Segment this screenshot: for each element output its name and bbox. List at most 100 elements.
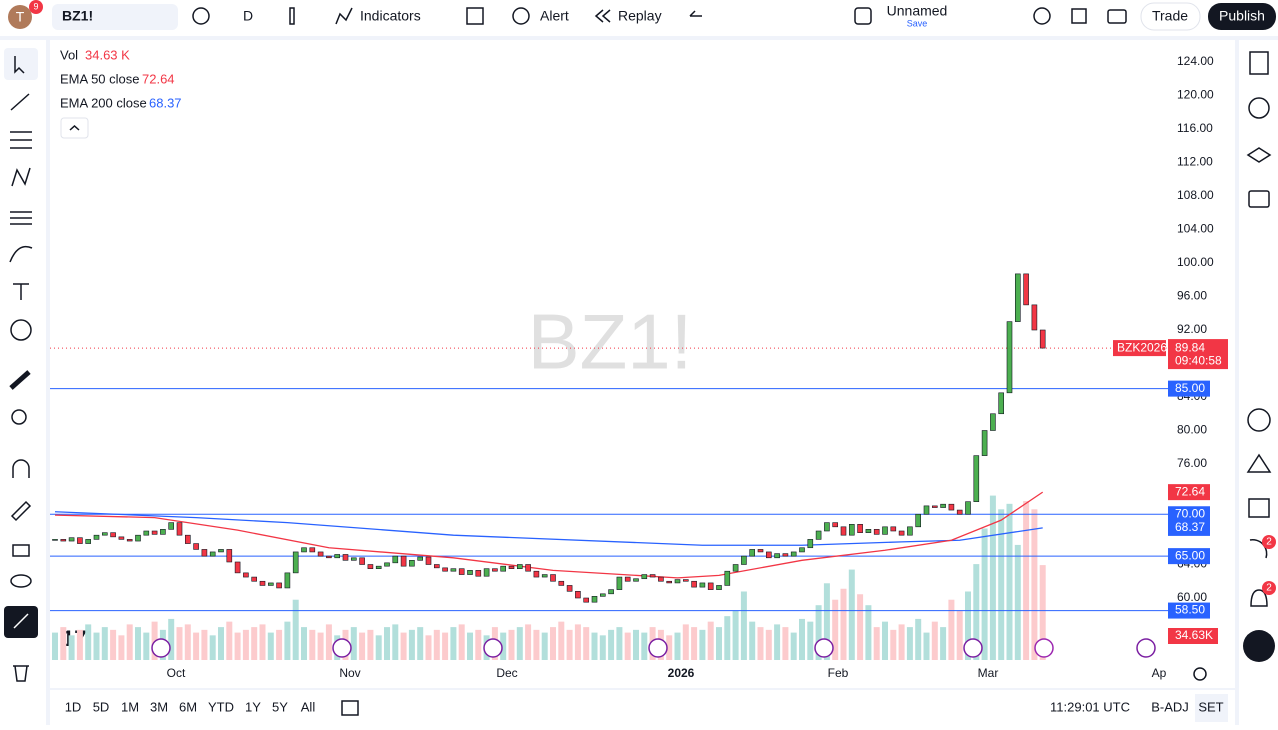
candle	[799, 547, 805, 553]
adjust[interactable]: B-ADJ	[1151, 699, 1189, 714]
volume-bar	[998, 509, 1005, 660]
candle	[433, 564, 440, 569]
ema50-line	[54, 491, 1044, 579]
fib-tool[interactable]	[10, 131, 32, 149]
templates-icon[interactable]	[466, 7, 484, 25]
candle	[160, 529, 166, 535]
y-tick-label: 124.00	[1177, 54, 1214, 68]
alert-icon[interactable]	[512, 7, 530, 25]
price-tag	[1168, 339, 1228, 370]
settings-icon[interactable]	[1033, 7, 1051, 25]
candle	[716, 585, 722, 590]
volume-bar	[608, 629, 615, 660]
calendar-icon[interactable]	[1248, 498, 1270, 518]
draw-mode-tool[interactable]	[10, 500, 32, 522]
candle	[525, 564, 531, 572]
candle	[658, 576, 664, 582]
notifications-icon[interactable]	[1250, 589, 1268, 607]
legend-vol-value: 34.63 K	[85, 47, 130, 62]
publish: Publish	[1219, 8, 1265, 24]
forecast-tool[interactable]	[10, 211, 32, 225]
volume-bar	[516, 627, 523, 660]
price-tag	[1168, 380, 1210, 397]
cursor-tool[interactable]	[4, 48, 38, 80]
legend-ema50: EMA 50 close	[60, 71, 140, 86]
badge-count: 9	[33, 1, 38, 11]
volume-bar	[674, 632, 681, 660]
layout-icon[interactable]	[854, 7, 872, 25]
text-tool[interactable]	[13, 283, 29, 300]
publish-button[interactable]	[1208, 3, 1276, 30]
range-button[interactable]: 3M	[150, 699, 168, 714]
layout-save[interactable]: Save	[907, 18, 928, 28]
collapse-legend[interactable]	[60, 117, 89, 139]
chat-icon[interactable]	[1248, 190, 1270, 208]
candle	[583, 597, 590, 603]
pattern-tool[interactable]	[11, 167, 31, 187]
undo[interactable]	[689, 10, 702, 17]
replay[interactable]: Replay	[618, 8, 662, 24]
range-button[interactable]: 1D	[65, 699, 82, 714]
avatar[interactable]	[8, 5, 32, 29]
brush-tool[interactable]	[9, 245, 33, 263]
range-button[interactable]: All	[301, 699, 316, 714]
apps-button[interactable]	[1243, 630, 1275, 662]
candle	[898, 530, 905, 536]
magnet-tool[interactable]	[12, 459, 30, 478]
price-tag-label: 72.64	[1175, 484, 1205, 498]
range-button[interactable]: 5D	[93, 699, 110, 714]
chart-type-icon[interactable]	[289, 7, 295, 25]
volume-bar	[193, 632, 200, 660]
trend-line-tool[interactable]	[10, 93, 30, 111]
fullscreen-icon[interactable]	[1071, 8, 1087, 24]
range-button[interactable]: 6M	[179, 699, 197, 714]
volume-bar	[923, 632, 930, 660]
emoji-tool[interactable]	[10, 319, 32, 341]
volume-bar	[566, 629, 573, 660]
symbol-search[interactable]	[52, 4, 178, 30]
range-button[interactable]: 1M	[121, 699, 139, 714]
range-button[interactable]: YTD	[208, 699, 234, 714]
volume-bar	[857, 594, 864, 660]
trade-button[interactable]	[1140, 2, 1201, 31]
range-button[interactable]: 1Y	[245, 699, 261, 714]
date-range-icon[interactable]	[341, 700, 359, 716]
alert[interactable]: Alert	[540, 8, 569, 24]
volume-bar	[1006, 503, 1013, 660]
x-tick-label: Feb	[828, 666, 849, 680]
ruler-tool[interactable]	[9, 370, 31, 390]
watchlist-icon[interactable]	[1249, 51, 1269, 75]
snapshot-icon[interactable]	[1107, 9, 1127, 24]
candle	[724, 570, 731, 586]
volume-bar	[591, 632, 598, 660]
candle	[873, 529, 880, 535]
interval[interactable]: D	[243, 8, 253, 24]
replay-icon[interactable]	[594, 9, 611, 23]
axis-settings[interactable]	[1193, 667, 1207, 681]
volume-bar	[218, 627, 224, 660]
candle	[251, 576, 257, 582]
volume-bar	[799, 618, 805, 660]
indicators-icon[interactable]	[335, 7, 353, 25]
target-icon[interactable]	[1247, 408, 1271, 432]
lock-tool[interactable]	[12, 544, 30, 557]
trash-tool[interactable]	[13, 665, 29, 682]
event-marker	[151, 638, 171, 658]
compare-icon[interactable]	[192, 7, 210, 25]
ideas-icon[interactable]	[1246, 453, 1272, 473]
alerts-icon[interactable]	[1248, 97, 1270, 119]
layout-name[interactable]: Unnamed	[887, 3, 948, 19]
volume-bar	[815, 605, 822, 660]
range-button[interactable]: 5Y	[272, 699, 288, 714]
volume-bar	[890, 629, 897, 660]
volume-bar	[392, 624, 399, 660]
hide-tool[interactable]	[10, 574, 32, 588]
candle	[757, 549, 764, 553]
zoom-tool[interactable]	[11, 409, 27, 425]
session-button[interactable]	[1195, 694, 1228, 722]
volume-bar	[965, 591, 971, 660]
layers-icon[interactable]	[1246, 147, 1272, 163]
volume-bar	[76, 629, 83, 660]
ema200-line	[54, 511, 1043, 546]
indicators[interactable]: Indicators	[360, 8, 421, 24]
